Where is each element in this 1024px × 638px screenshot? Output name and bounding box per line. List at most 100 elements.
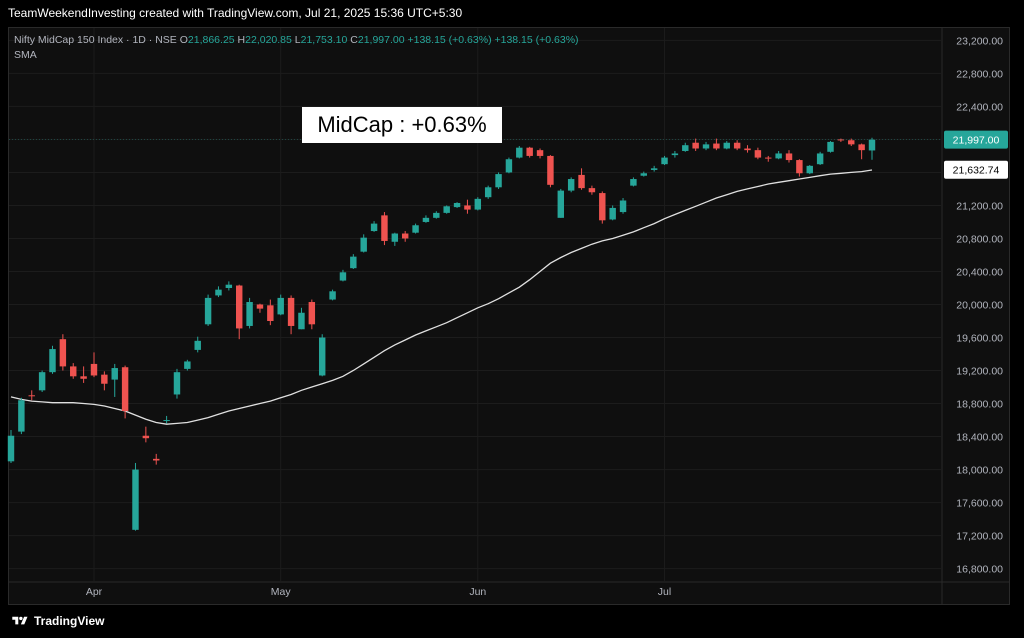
candle-body (433, 212, 440, 218)
x-tick-label: Jul (658, 586, 671, 598)
open-label: O (179, 34, 188, 46)
candle-body (661, 157, 668, 165)
y-tick-label: 22,400.00 (956, 101, 1003, 113)
candle-body (111, 368, 118, 380)
y-tick-label: 18,400.00 (956, 432, 1003, 444)
high-label: H (237, 34, 246, 46)
candle-body (650, 168, 658, 170)
candle-body (381, 215, 388, 241)
candle-body (640, 173, 647, 176)
y-tick-label: 19,200.00 (956, 366, 1003, 378)
candle-body (816, 153, 824, 165)
candle-body (90, 363, 98, 376)
candle-body (671, 153, 679, 156)
candle-body (702, 144, 710, 149)
change-value-2: +138.15 (+0.63%) (494, 34, 579, 46)
candle-body (796, 160, 803, 174)
attribution-header: TeamWeekendInvesting created with Tradin… (0, 0, 1024, 27)
candle-body (121, 367, 129, 411)
candle-body (215, 289, 222, 296)
candle-body (692, 142, 699, 149)
footer-bar (0, 605, 1024, 638)
candle-body (28, 395, 35, 397)
candle-body (173, 372, 181, 395)
candle-body (806, 165, 813, 174)
candle-body (101, 374, 108, 384)
last-price-tag (944, 130, 1008, 149)
candle-body (754, 150, 762, 158)
price-axis[interactable]: 23,200.0022,800.0022,400.0022,000.0021,6… (956, 35, 1003, 575)
candle-body (682, 145, 689, 151)
candle-body (474, 198, 482, 210)
candle-body (536, 150, 544, 156)
candle-body (38, 372, 46, 391)
close-value: 21,997.00 (357, 34, 405, 46)
last-price-label: 21,997.00 (953, 135, 1000, 147)
candle-body (588, 188, 596, 193)
candle-body (236, 285, 243, 329)
performance-annotation: MidCap : +0.63% (302, 107, 502, 143)
attribution-text: TeamWeekendInvesting created with Tradin… (8, 6, 463, 20)
candle-body (318, 337, 326, 376)
x-tick-label: May (271, 586, 292, 598)
candle-body (298, 312, 305, 330)
candle-body (733, 142, 741, 149)
candle-body (153, 458, 160, 461)
x-tick-label: Jun (469, 586, 486, 598)
candle-body (339, 272, 347, 281)
y-tick-label: 20,800.00 (956, 233, 1003, 245)
symbol-name[interactable]: Nifty MidCap 150 Index · 1D · NSE (14, 34, 177, 46)
candle-body (277, 297, 284, 315)
candle-body (412, 225, 419, 233)
sma-line (10, 169, 873, 425)
time-axis[interactable]: Apr May Jun Jul (86, 586, 671, 598)
candle-body (567, 179, 575, 191)
indicator-legend[interactable]: SMA (14, 49, 37, 61)
candle-body (401, 233, 409, 239)
candle-body (713, 143, 720, 149)
candle-body (7, 435, 15, 462)
candle-body (142, 435, 150, 439)
ohlc-legend: Nifty MidCap 150 Index · 1D · NSE O21,86… (14, 34, 579, 46)
candle-body (256, 304, 264, 309)
sma-price-label: 21,632.74 (953, 165, 1000, 177)
candle-body (495, 174, 502, 188)
candle-body (308, 302, 316, 325)
candle-body (775, 153, 782, 159)
candle-body (464, 205, 471, 210)
sma-indicator-label[interactable]: SMA (14, 49, 37, 61)
candle-body (744, 148, 751, 151)
candle-body (516, 147, 523, 158)
candle-body (204, 297, 212, 325)
candle-body (422, 217, 430, 222)
candle-body (547, 155, 554, 185)
candle-body (723, 142, 730, 149)
candle-body (391, 233, 399, 242)
candle-body (246, 302, 253, 326)
candle-body (858, 144, 865, 151)
y-tick-label: 18,000.00 (956, 465, 1003, 477)
tradingview-brand[interactable]: TradingView (12, 614, 104, 628)
candle-body (765, 157, 772, 159)
candle-body (70, 366, 77, 377)
candle-body (453, 202, 461, 208)
candle-body (848, 140, 855, 145)
open-value: 21,866.25 (187, 34, 235, 46)
y-tick-label: 19,600.00 (956, 333, 1003, 345)
candle-body (225, 284, 233, 288)
tradingview-logo-icon (12, 616, 28, 625)
candle-body (505, 159, 513, 173)
candlestick-chart[interactable]: 23,200.0022,800.0022,400.0022,000.0021,6… (0, 0, 1024, 605)
low-value: 21,753.10 (300, 34, 348, 46)
y-tick-label: 23,200.00 (956, 35, 1003, 47)
brand-label: TradingView (34, 614, 105, 628)
candle-body (619, 200, 627, 213)
low-label: L (294, 34, 301, 46)
chart-panel[interactable] (8, 27, 1010, 605)
candle-body (49, 349, 56, 373)
y-tick-label: 17,600.00 (956, 498, 1003, 510)
y-tick-label: 22,800.00 (956, 68, 1003, 80)
candle-body (360, 237, 367, 252)
candle-body (132, 469, 139, 530)
candle-body (80, 376, 87, 379)
